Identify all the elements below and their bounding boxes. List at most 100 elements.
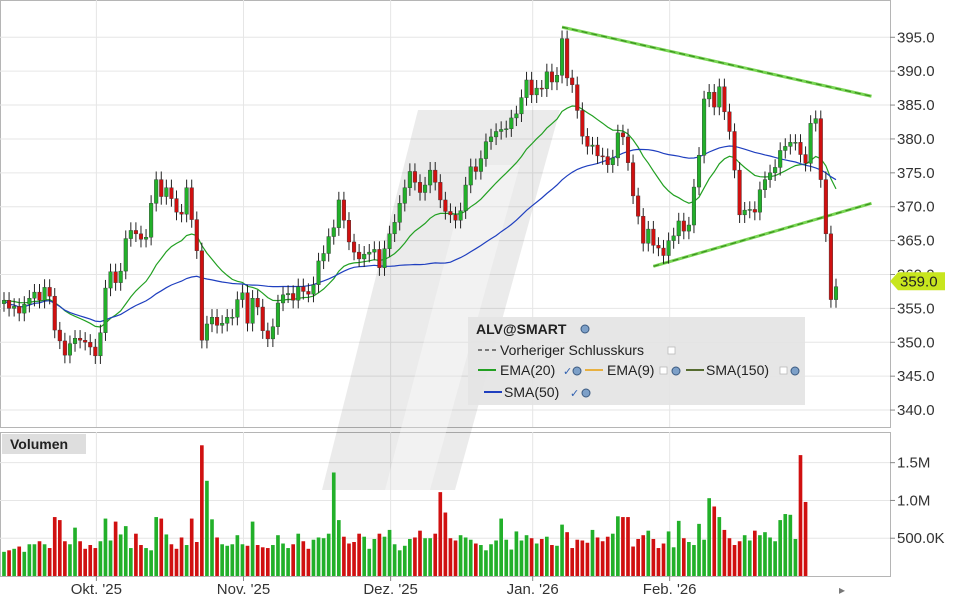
- candle-body: [747, 209, 752, 211]
- volume-bar: [377, 533, 382, 576]
- candle-body: [397, 203, 402, 223]
- volume-bar: [519, 540, 524, 576]
- support-trendline-dash: [653, 202, 872, 267]
- volume-bar: [200, 445, 204, 576]
- candle-body: [341, 199, 346, 221]
- volume-bar: [68, 544, 72, 576]
- volume-bar: [747, 540, 752, 576]
- volume-bar: [484, 550, 488, 576]
- candle-body: [428, 169, 433, 186]
- volume-bar: [271, 545, 275, 576]
- candle-body: [387, 233, 392, 249]
- volume-bar: [524, 535, 529, 576]
- volume-bar: [397, 550, 402, 576]
- candle-body: [108, 271, 113, 289]
- candle-body: [42, 287, 47, 301]
- candle-body: [544, 71, 549, 89]
- volume-bar: [245, 545, 250, 576]
- candle-body: [514, 113, 519, 119]
- candle-body: [98, 332, 103, 357]
- volume-bar: [550, 545, 554, 576]
- volume-bar: [479, 545, 483, 576]
- volume-bar: [52, 517, 57, 576]
- volume-bar: [342, 536, 346, 576]
- scroll-marker: ▸: [839, 583, 845, 597]
- volume-bar: [265, 548, 270, 576]
- watermark-logo-inner: [385, 165, 520, 490]
- volume-title-bg: [2, 434, 86, 454]
- current-price-tag: [890, 272, 945, 291]
- volume-bar: [194, 542, 199, 576]
- candle-body: [575, 84, 580, 111]
- volume-bar: [73, 527, 77, 576]
- candle-body: [17, 306, 22, 314]
- volume-bar: [276, 535, 280, 576]
- candle-body: [737, 169, 742, 216]
- candle-body: [57, 329, 62, 342]
- candle-body: [788, 142, 793, 147]
- candle-body: [37, 291, 42, 301]
- volume-bar: [473, 543, 478, 576]
- candle-body: [646, 228, 651, 244]
- price-tick-label: 355.0: [897, 300, 935, 317]
- candle-body: [423, 184, 428, 193]
- volume-bar: [220, 544, 224, 576]
- legend-entry-label: EMA(20): [500, 362, 555, 378]
- volume-bar: [798, 455, 803, 576]
- candle-body: [539, 87, 544, 90]
- candle-body: [240, 292, 245, 300]
- volume-bar: [768, 537, 772, 576]
- price-tick-label: 375.0: [897, 165, 935, 182]
- candle-body: [671, 235, 676, 241]
- candle-body: [32, 291, 37, 299]
- candle-body: [164, 187, 169, 197]
- candle-body: [372, 249, 377, 253]
- volume-bar: [93, 548, 98, 576]
- volume-bar: [230, 544, 235, 576]
- volume-bar: [88, 545, 93, 576]
- candle-body: [402, 187, 407, 204]
- volume-bar: [240, 544, 245, 576]
- volume-bar: [560, 524, 564, 576]
- volume-bar: [458, 535, 463, 576]
- volume-bar: [164, 534, 169, 576]
- candle-body: [778, 150, 783, 168]
- price-tick-label: 370.0: [897, 199, 935, 216]
- candle-body: [534, 87, 539, 96]
- volume-bar: [17, 546, 22, 576]
- volume-bar: [722, 529, 727, 576]
- candle-body: [88, 342, 93, 348]
- volume-bar: [179, 537, 184, 576]
- candle-body: [661, 247, 666, 256]
- volume-bar: [149, 550, 153, 576]
- price-tick-label: 395.0: [897, 29, 935, 46]
- candle-body: [722, 86, 727, 113]
- volume-bar: [631, 546, 635, 576]
- volume-bar: [717, 517, 722, 576]
- candle-body: [331, 227, 336, 237]
- candle-body: [656, 245, 661, 249]
- candle-body: [174, 198, 179, 213]
- price-tick-label: 350.0: [897, 334, 935, 351]
- candle-body: [179, 211, 184, 215]
- candle-body: [757, 189, 762, 213]
- volume-bar: [331, 472, 336, 576]
- volume-bar: [565, 532, 569, 576]
- candle-body: [83, 340, 88, 343]
- volume-bar: [108, 540, 113, 576]
- candle-body: [499, 129, 504, 132]
- candle-body: [651, 228, 656, 246]
- candle-body: [494, 131, 499, 138]
- candle-body: [62, 340, 67, 356]
- volume-bar: [47, 548, 52, 576]
- volume-bar: [671, 547, 676, 576]
- settings-icon: [581, 388, 591, 398]
- volume-title: Volumen: [10, 436, 68, 452]
- date-tick-label: Jan. '26: [507, 581, 559, 598]
- candle-body: [189, 187, 194, 220]
- checkbox-icon: [667, 346, 676, 355]
- candle-body: [27, 298, 32, 305]
- ema20-line: [3, 105, 837, 328]
- candle-body: [453, 214, 458, 221]
- volume-bar: [681, 538, 686, 576]
